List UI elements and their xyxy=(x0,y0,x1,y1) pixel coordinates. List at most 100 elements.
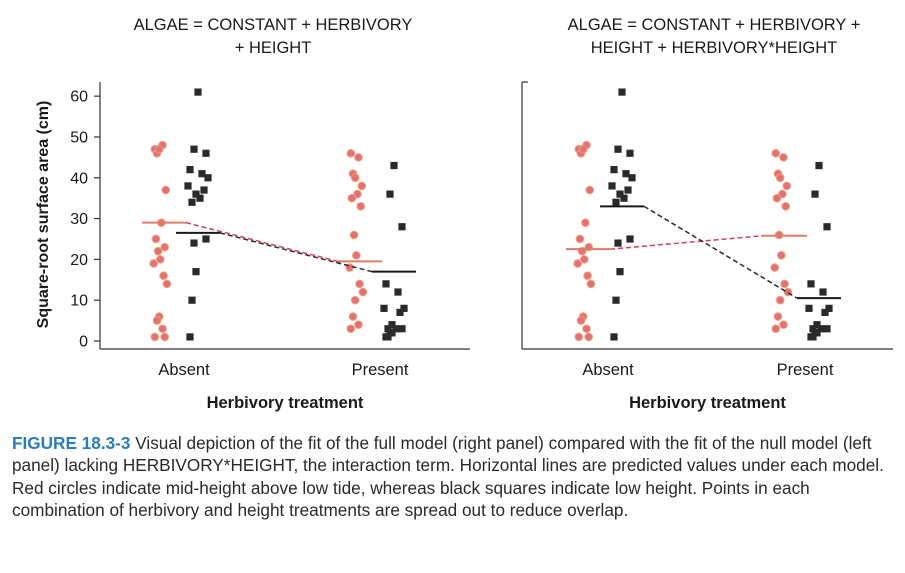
data-point-square xyxy=(382,280,390,288)
data-point-square xyxy=(194,88,202,96)
data-point-square xyxy=(400,304,408,312)
data-point-circle xyxy=(583,271,592,281)
y-tick-label: 20 xyxy=(70,252,88,269)
data-point-square xyxy=(202,235,210,243)
data-point-square xyxy=(811,190,819,198)
data-point-square xyxy=(616,268,624,276)
figure-panels: ALGAE = CONSTANT + HERBIVORY + HEIGHT 0 10 2… xyxy=(35,16,893,412)
data-point-square xyxy=(388,329,396,337)
data-point-square xyxy=(398,325,406,333)
data-point-square xyxy=(386,190,394,198)
data-point-square xyxy=(398,223,406,231)
data-point-square xyxy=(614,239,622,247)
data-point-square xyxy=(202,149,210,157)
data-point-square xyxy=(819,288,827,296)
data-point-square xyxy=(618,88,626,96)
data-point-square xyxy=(821,308,829,317)
data-point-circle xyxy=(161,185,171,195)
y-tick-label: 40 xyxy=(70,170,88,187)
data-point-square xyxy=(823,223,831,231)
data-point-square xyxy=(807,280,815,288)
data-point-square xyxy=(392,325,400,333)
data-point-circle xyxy=(582,324,591,334)
data-point-circle xyxy=(158,324,167,334)
chart-title-line: + HEIGHT xyxy=(235,39,312,57)
data-point-circle xyxy=(356,202,366,211)
predicted-connector xyxy=(609,234,764,250)
data-point-circle xyxy=(354,153,363,162)
data-point-circle xyxy=(152,316,162,325)
data-point-circle xyxy=(584,332,594,342)
data-point-square xyxy=(390,161,398,170)
data-point-circle xyxy=(354,320,363,329)
x-tick-label: Present xyxy=(352,361,409,379)
data-point-square xyxy=(192,190,200,198)
data-point-circle xyxy=(576,316,586,325)
data-point-circle xyxy=(346,148,356,158)
data-point-square xyxy=(184,182,192,190)
data-point-square xyxy=(380,304,388,312)
data-point-circle xyxy=(770,263,780,272)
data-point-square xyxy=(612,296,620,304)
data-point-square xyxy=(620,194,628,202)
data-point-circle xyxy=(581,218,590,227)
data-point-circle xyxy=(573,259,583,268)
data-point-square xyxy=(190,145,198,153)
data-point-circle xyxy=(350,295,360,305)
data-point-square xyxy=(624,186,632,194)
x-tick-label: Absent xyxy=(158,361,210,379)
y-tick-label: 60 xyxy=(70,89,88,106)
data-point-circle xyxy=(346,324,356,334)
data-point-circle xyxy=(151,234,161,244)
predicted-connector xyxy=(643,205,798,299)
data-point-square xyxy=(198,170,206,178)
data-point-circle xyxy=(357,181,367,191)
chart-title-line: ALGAE = CONSTANT + HERBIVORY + xyxy=(568,16,861,34)
data-point-square xyxy=(190,239,198,247)
data-point-square xyxy=(394,288,402,296)
data-point-circle xyxy=(162,279,172,289)
data-point-circle xyxy=(580,255,589,264)
data-point-square xyxy=(608,182,616,190)
x-axis-label: Herbivory treatment xyxy=(207,394,364,412)
data-point-circle xyxy=(777,251,786,260)
y-tick-label: 50 xyxy=(70,129,88,146)
caption-label: FIGURE 18.3-3 xyxy=(12,433,131,453)
data-point-circle xyxy=(347,193,357,203)
data-point-square xyxy=(200,186,208,194)
data-point-square xyxy=(614,145,622,153)
data-point-circle xyxy=(781,202,791,211)
chart-title-line: ALGAE = CONSTANT + HERBIVORY xyxy=(134,16,413,34)
data-point-square xyxy=(622,170,630,178)
data-point-circle xyxy=(775,295,785,305)
data-point-circle xyxy=(585,185,595,195)
data-point-circle xyxy=(160,242,169,252)
y-tick-label: 30 xyxy=(70,211,88,228)
data-point-square xyxy=(616,190,624,198)
data-point-square xyxy=(626,235,634,243)
data-point-circle xyxy=(358,287,368,297)
predicted-connector xyxy=(219,232,373,273)
data-point-circle xyxy=(159,271,168,281)
data-point-square xyxy=(807,333,815,341)
data-point-square xyxy=(813,321,821,329)
data-point-circle xyxy=(779,320,788,329)
data-point-circle xyxy=(153,246,163,256)
data-point-square xyxy=(626,149,634,157)
data-point-square xyxy=(610,333,618,341)
data-point-square xyxy=(823,325,831,333)
data-point-circle xyxy=(771,148,781,158)
data-point-square xyxy=(396,308,404,317)
data-point-circle xyxy=(150,332,160,342)
data-point-square xyxy=(186,333,194,341)
x-tick-label: Absent xyxy=(582,361,634,379)
data-point-square xyxy=(382,333,390,341)
data-point-circle xyxy=(348,312,358,321)
data-point-square xyxy=(815,161,823,170)
y-tick-label: 0 xyxy=(79,334,88,351)
chart-panel-left: ALGAE = CONSTANT + HERBIVORY + HEIGHT 0 10 2… xyxy=(35,16,470,412)
data-point-circle xyxy=(772,193,782,203)
chart-panel-right: ALGAE = CONSTANT + HERBIVORY + HEIGHT + H… xyxy=(521,16,893,412)
predicted-connector xyxy=(185,221,339,263)
data-point-square xyxy=(188,296,196,304)
